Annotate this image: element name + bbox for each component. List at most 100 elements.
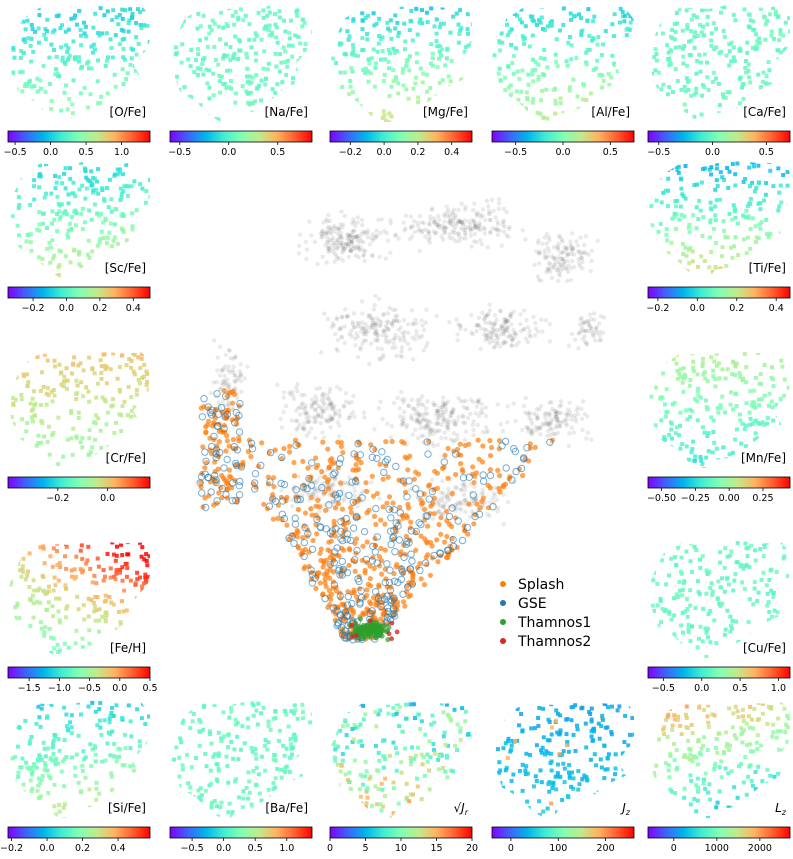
panel-point bbox=[277, 69, 282, 74]
panel-point bbox=[680, 46, 685, 51]
panel-point bbox=[748, 246, 753, 251]
background-point bbox=[358, 232, 364, 237]
splash-point bbox=[500, 482, 506, 489]
panel-point bbox=[114, 15, 119, 20]
panel-point bbox=[756, 72, 761, 77]
background-point bbox=[353, 253, 359, 258]
panel-point bbox=[73, 13, 78, 18]
background-point bbox=[572, 337, 578, 342]
panel-point bbox=[747, 75, 752, 80]
background-point bbox=[579, 325, 585, 330]
background-point bbox=[463, 227, 468, 232]
panel-point bbox=[59, 108, 64, 113]
panel-point bbox=[245, 66, 250, 71]
background-points bbox=[208, 197, 607, 527]
panel-point bbox=[55, 229, 60, 234]
panel-point bbox=[102, 13, 107, 18]
splash-point bbox=[404, 514, 410, 521]
panel-point bbox=[80, 445, 85, 450]
panel-point bbox=[360, 48, 365, 53]
background-point bbox=[334, 254, 339, 259]
panel-point bbox=[80, 227, 85, 232]
panel-point bbox=[765, 19, 770, 23]
panel-point bbox=[768, 168, 773, 173]
panel-point bbox=[714, 45, 719, 50]
splash-point bbox=[390, 500, 396, 506]
background-point bbox=[313, 394, 318, 399]
panel-point bbox=[366, 79, 371, 84]
panel-point bbox=[357, 105, 362, 110]
background-point bbox=[597, 321, 602, 326]
background-point bbox=[315, 489, 321, 494]
background-point bbox=[539, 317, 544, 322]
background-point bbox=[546, 428, 551, 434]
splash-point bbox=[393, 564, 399, 570]
panel-point bbox=[32, 197, 37, 202]
panel-point bbox=[467, 95, 472, 100]
panel-point bbox=[259, 37, 264, 42]
panel-point bbox=[363, 15, 368, 20]
panel-point bbox=[533, 67, 537, 72]
background-point bbox=[361, 252, 366, 257]
background-point bbox=[556, 233, 562, 239]
panel-point bbox=[519, 7, 524, 12]
panel-label: [Al/Fe] bbox=[591, 105, 630, 119]
background-point bbox=[457, 219, 463, 224]
background-point bbox=[573, 419, 579, 424]
background-point bbox=[410, 335, 415, 340]
background-point bbox=[214, 380, 219, 385]
panel-point bbox=[668, 34, 673, 39]
panel-point bbox=[40, 257, 45, 261]
background-point bbox=[290, 389, 295, 394]
panel-point bbox=[144, 120, 149, 122]
background-point bbox=[319, 415, 325, 420]
background-point bbox=[290, 497, 295, 503]
background-point bbox=[500, 222, 506, 227]
panel-point bbox=[493, 29, 498, 33]
background-point bbox=[546, 249, 552, 254]
panel-point bbox=[720, 254, 724, 259]
gse-point bbox=[230, 443, 239, 451]
background-point bbox=[436, 213, 441, 218]
panel-point bbox=[18, 244, 23, 249]
panel-point bbox=[126, 275, 131, 278]
panel-point bbox=[332, 101, 337, 105]
panel-point bbox=[765, 275, 770, 278]
gse-point bbox=[459, 474, 468, 482]
background-point bbox=[445, 417, 450, 423]
background-point bbox=[456, 395, 461, 401]
background-point bbox=[348, 413, 353, 418]
panel-point bbox=[117, 365, 122, 369]
gse-point bbox=[325, 501, 333, 509]
panel-point bbox=[728, 402, 733, 407]
background-point bbox=[326, 246, 331, 251]
gse-point bbox=[471, 512, 479, 521]
panel-point bbox=[741, 180, 746, 184]
background-point bbox=[396, 319, 402, 324]
gse-point bbox=[213, 497, 221, 505]
panel-point bbox=[414, 6, 419, 11]
gse-point bbox=[322, 525, 330, 533]
panel-point bbox=[131, 91, 136, 96]
background-point bbox=[441, 490, 446, 496]
background-point bbox=[439, 226, 445, 231]
background-point bbox=[535, 415, 540, 420]
panel-point bbox=[612, 12, 617, 17]
panel-point bbox=[334, 61, 339, 65]
panel-point bbox=[267, 33, 272, 38]
background-point bbox=[347, 233, 352, 239]
panel-point bbox=[747, 165, 752, 170]
background-point bbox=[366, 313, 371, 318]
background-point bbox=[443, 406, 449, 412]
panel-point bbox=[621, 90, 626, 95]
background-point bbox=[567, 400, 572, 405]
background-point bbox=[544, 241, 549, 246]
gse-point bbox=[381, 458, 390, 466]
gse-point bbox=[206, 408, 215, 417]
background-point bbox=[393, 232, 398, 238]
panel-point bbox=[185, 114, 190, 119]
panel-point bbox=[20, 437, 25, 442]
panel-point bbox=[73, 223, 78, 228]
panel-point bbox=[129, 395, 134, 399]
background-point bbox=[569, 331, 575, 337]
